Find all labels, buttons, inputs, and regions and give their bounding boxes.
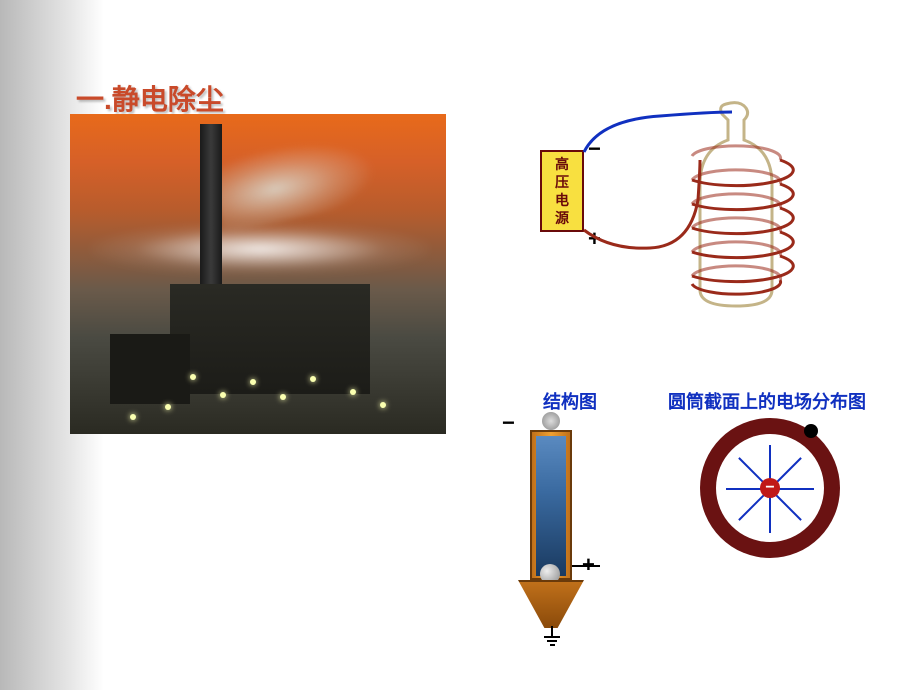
outer-plus: + (822, 542, 835, 568)
photo-light (310, 376, 316, 382)
precipitator-insulator (542, 412, 560, 430)
field-label: 圆筒截面上的电场分布图 (668, 388, 866, 414)
photo-light (165, 404, 171, 410)
structure-minus: − (502, 410, 515, 436)
coil-diagram: 高 压 电 源 − + (540, 100, 860, 320)
structure-diagram: − + (470, 410, 660, 660)
structure-plus-wire (570, 560, 610, 584)
precipitator-hopper (518, 580, 584, 628)
photo-building-main (170, 284, 370, 394)
photo-chimney (200, 124, 222, 304)
center-electrode: − (760, 478, 780, 498)
photo-light (220, 392, 226, 398)
photo-light (250, 379, 256, 385)
photo-building-side (110, 334, 190, 404)
photo-light (190, 374, 196, 380)
precipitator-fluid (536, 436, 566, 576)
field-diagram: − + (700, 418, 860, 578)
photo-cloud (90, 224, 430, 274)
photo-light (280, 394, 286, 400)
photo-light (130, 414, 136, 420)
section-title: 一.静电除尘 (76, 78, 224, 118)
factory-photo (70, 114, 446, 434)
coil-svg (540, 100, 860, 330)
ground-symbol-icon (544, 634, 560, 648)
photo-light (350, 389, 356, 395)
photo-light (380, 402, 386, 408)
ground-wire (550, 626, 554, 636)
particle-dot (804, 424, 818, 438)
center-minus: − (765, 479, 774, 497)
